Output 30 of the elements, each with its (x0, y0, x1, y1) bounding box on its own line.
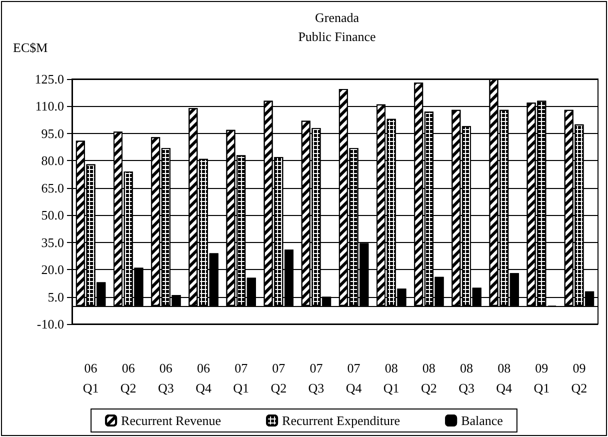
y-tick-label: 35.0 (41, 234, 64, 250)
y-tick-label: 50.0 (41, 208, 64, 223)
x-tick-label: 07 Q1 (233, 360, 250, 396)
y-tick-label: 65.0 (41, 180, 64, 196)
x-tick-label: 06 Q1 (82, 360, 99, 396)
x-tick-label: 08 Q1 (383, 360, 400, 396)
y-tick-label: 80.0 (41, 153, 64, 168)
x-tick-label: 07 Q2 (270, 360, 287, 396)
y-tick-label: 20.0 (41, 262, 64, 278)
x-tick-label: 06 Q2 (120, 360, 136, 396)
legend-label: Balance (461, 413, 504, 428)
chart-title: Grenada (314, 10, 360, 25)
y-tick-label: 110.0 (35, 98, 64, 114)
y-tick-label: 95.0 (41, 126, 64, 141)
y-tick-label: 5.0 (48, 289, 64, 304)
x-tick-label: 09 Q1 (534, 360, 550, 396)
x-tick-label: 08 Q4 (496, 360, 513, 396)
x-tick-label: 07 Q4 (346, 360, 362, 396)
y-tick-label: -10.0 (36, 316, 64, 332)
legend-label: Recurrent Expenditure (282, 413, 400, 428)
y-axis-title: EC$M (13, 40, 48, 55)
legend-label: Recurrent Revenue (121, 413, 222, 428)
x-tick-label: 09 Q2 (571, 360, 588, 396)
chart-subtitle: Public Finance (298, 29, 376, 44)
x-tick-label: 06 Q3 (158, 360, 174, 396)
x-tick-label: 07 Q3 (308, 360, 324, 396)
x-tick-label: 08 Q3 (458, 360, 474, 396)
y-tick-label: 125.0 (34, 72, 64, 86)
x-tick-label: 08 Q2 (420, 360, 437, 396)
x-tick-label: 06 Q4 (196, 360, 212, 396)
